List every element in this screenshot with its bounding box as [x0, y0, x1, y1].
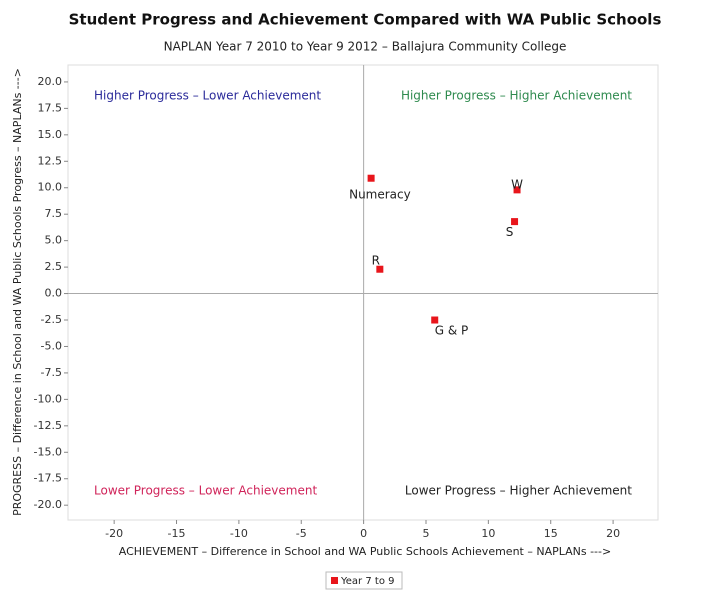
point-label: Numeracy: [349, 188, 411, 202]
point-label: S: [506, 225, 514, 239]
point: [513, 186, 521, 194]
point-label: R: [372, 254, 380, 268]
quadrant-label: Lower Progress – Lower Achievement: [94, 484, 317, 498]
point-label: W: [511, 177, 523, 191]
plot-area: [67, 64, 659, 521]
legend-label: Year 7 to 9: [340, 576, 394, 587]
point: [511, 218, 519, 226]
quadrant-label: Higher Progress – Higher Achievement: [401, 89, 632, 103]
y-tick-label: 5.0: [45, 234, 63, 247]
y-tick-label: -5.0: [41, 339, 62, 352]
y-axis-label: PROGRESS – Difference in School and WA P…: [11, 68, 24, 516]
x-tick-label: -15: [168, 527, 186, 540]
x-tick-label: -10: [230, 527, 248, 540]
y-tick-label: 2.5: [45, 260, 63, 273]
y-tick-label: -15.0: [34, 445, 62, 458]
point: [431, 316, 439, 324]
y-tick-label: 15.0: [38, 128, 63, 141]
x-tick-label: 15: [544, 527, 558, 540]
legend: Year 7 to 9: [325, 571, 403, 590]
y-tick-label: -12.5: [34, 419, 62, 432]
y-tick-label: -2.5: [41, 313, 62, 326]
x-axis-label: ACHIEVEMENT – Difference in School and W…: [119, 545, 611, 558]
y-tick-label: -17.5: [34, 472, 62, 485]
y-tick-label: 12.5: [38, 154, 63, 167]
legend-box: [325, 571, 403, 590]
x-tick-label: -20: [105, 527, 123, 540]
point: [367, 174, 375, 182]
quadrant-label: Lower Progress – Higher Achievement: [405, 484, 632, 498]
y-tick-label: -20.0: [34, 498, 62, 511]
x-tick-label: 5: [422, 527, 429, 540]
chart-title: Student Progress and Achievement Compare…: [69, 11, 662, 29]
point: [376, 265, 384, 273]
y-tick-label: -10.0: [34, 392, 62, 405]
x-tick-label: 10: [481, 527, 495, 540]
y-tick-label: 17.5: [38, 101, 63, 114]
y-tick-label: 20.0: [38, 75, 63, 88]
quadrant-label: Higher Progress – Lower Achievement: [94, 89, 321, 103]
y-tick-label: 10.0: [38, 181, 63, 194]
y-tick-label: 7.5: [45, 207, 63, 220]
x-tick-label: -5: [296, 527, 307, 540]
y-tick-label: 0.0: [45, 287, 63, 300]
chart-subtitle: NAPLAN Year 7 2010 to Year 9 2012 – Ball…: [164, 40, 567, 54]
x-tick-label: 20: [606, 527, 620, 540]
legend-swatch: [331, 577, 338, 584]
x-tick-label: 0: [360, 527, 367, 540]
y-tick-label: -7.5: [41, 366, 62, 379]
point-label: G & P: [435, 324, 469, 338]
